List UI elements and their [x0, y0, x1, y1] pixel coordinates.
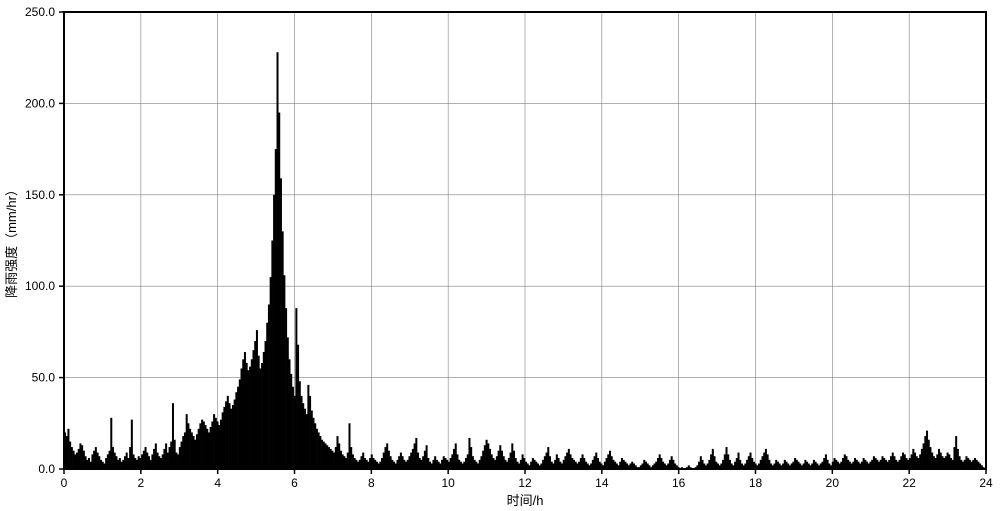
- x-tick-label: 14: [595, 476, 609, 490]
- y-axis-label: 降雨强度（mm/hr）: [4, 183, 19, 298]
- chart-svg: 0246810121416182022240.050.0100.0150.020…: [0, 0, 1000, 511]
- y-tick-label: 100.0: [25, 279, 55, 293]
- x-axis-label: 时间/h: [507, 493, 544, 508]
- x-tick-label: 18: [749, 476, 763, 490]
- y-tick-label: 200.0: [25, 96, 55, 110]
- x-tick-label: 6: [291, 476, 298, 490]
- x-tick-label: 10: [441, 476, 455, 490]
- x-tick-label: 8: [368, 476, 375, 490]
- x-tick-label: 22: [902, 476, 916, 490]
- x-tick-label: 24: [979, 476, 993, 490]
- y-tick-label: 150.0: [25, 188, 55, 202]
- y-tick-label: 250.0: [25, 5, 55, 19]
- y-tick-label: 0.0: [38, 462, 55, 476]
- x-tick-label: 4: [214, 476, 221, 490]
- rainfall-intensity-chart: 0246810121416182022240.050.0100.0150.020…: [0, 0, 1000, 511]
- x-tick-label: 0: [61, 476, 68, 490]
- x-tick-label: 2: [137, 476, 144, 490]
- x-tick-label: 12: [518, 476, 532, 490]
- x-tick-label: 20: [826, 476, 840, 490]
- y-tick-label: 50.0: [32, 371, 56, 385]
- x-tick-label: 16: [672, 476, 686, 490]
